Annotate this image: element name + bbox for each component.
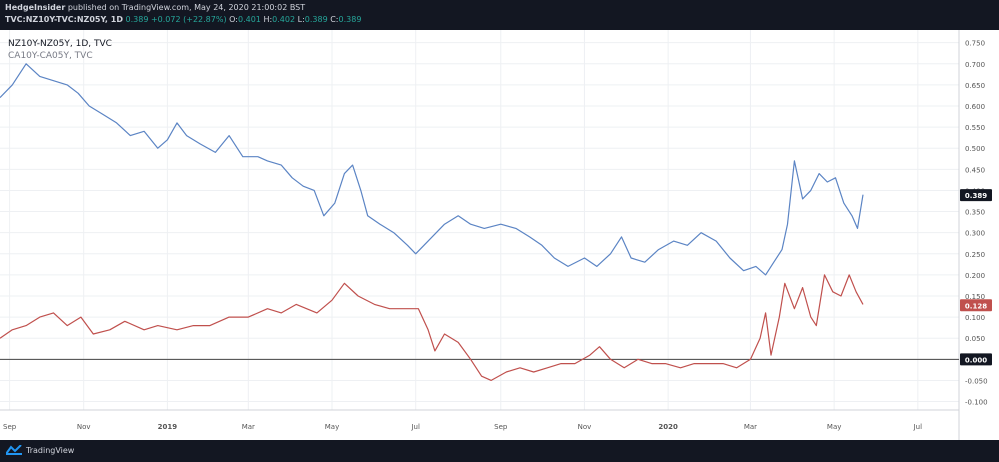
x-tick-label: Nov [77, 423, 91, 431]
price-labels: 0.389 0.128 0.000 [960, 189, 992, 366]
x-tick-label: May [325, 423, 339, 431]
x-tick-label: 2019 [158, 423, 178, 431]
price-label-text: 0.128 [965, 302, 987, 310]
change-value: +0.072 (+22.87%) [150, 15, 227, 24]
chart-background [0, 30, 999, 440]
tradingview-brand[interactable]: TradingView [6, 445, 74, 455]
series-layer [0, 63, 864, 381]
open-label: O: [229, 15, 238, 24]
y-tick-label: 0.100 [965, 314, 985, 322]
published-text: published on TradingView.com, May 24, 20… [67, 3, 306, 12]
grid-lines [0, 30, 959, 410]
y-tick-label: 0.450 [965, 166, 985, 174]
x-tick-label: Mar [242, 423, 255, 431]
open-value: 0.401 [237, 15, 261, 24]
series-line-1[interactable] [0, 63, 864, 276]
y-tick-label: 0.250 [965, 251, 985, 259]
brand-label: TradingView [26, 445, 75, 455]
y-tick-label: 0.150 [965, 293, 985, 301]
y-tick-label: 0.050 [965, 335, 985, 343]
close-value: 0.389 [338, 15, 362, 24]
price-label-box [960, 299, 992, 312]
y-tick-label: 0.600 [965, 103, 985, 111]
publisher-line: HedgeInsider published on TradingView.co… [5, 3, 305, 12]
chart-area[interactable]: 0.7500.7000.6500.6000.5500.5000.4500.400… [0, 30, 999, 440]
x-tick-label: Mar [744, 423, 757, 431]
legend-series-1[interactable]: NZ10Y-NZ05Y, 1D, TVC [8, 39, 112, 49]
author-name[interactable]: HedgeInsider [5, 3, 66, 12]
y-tick-label: 0.200 [965, 272, 985, 280]
low-label: L: [297, 15, 305, 24]
series-line-2[interactable] [0, 274, 864, 381]
x-tick-label: Sep [3, 423, 17, 431]
price-label-box [960, 353, 992, 366]
x-tick-label: 2020 [658, 423, 678, 431]
publish-header: HedgeInsider published on TradingView.co… [0, 0, 999, 30]
footer: TradingView [0, 440, 999, 462]
y-tick-label: 0.350 [965, 209, 985, 217]
low-value: 0.389 [304, 15, 328, 24]
high-value: 0.402 [272, 15, 296, 24]
y-tick-label: 0.750 [965, 40, 985, 48]
tradingview-logo-icon [6, 445, 22, 455]
price-label-text: 0.389 [965, 192, 987, 200]
price-label-text: 0.000 [965, 356, 987, 364]
symbol-label[interactable]: TVC:NZ10Y-TVC:NZ05Y, 1D [5, 15, 123, 24]
y-tick-label: -0.100 [965, 399, 988, 407]
x-tick-label: Jul [913, 423, 923, 431]
y-tick-label: 0.550 [965, 124, 985, 132]
ohlc-line: TVC:NZ10Y-TVC:NZ05Y, 1D 0.389 +0.072 (+2… [5, 15, 361, 24]
legend-series-2[interactable]: CA10Y-CA05Y, TVC [8, 51, 93, 61]
y-tick-label: 0.700 [965, 61, 985, 69]
time-axis[interactable]: Sep Nov 2019 Mar May Jul Sep Nov 2020 Mar May Jul [3, 423, 922, 431]
y-tick-label: -0.050 [965, 377, 988, 385]
y-tick-label: 0.500 [965, 145, 985, 153]
high-label: H: [263, 15, 273, 24]
y-tick-label: 0.650 [965, 82, 985, 90]
last-value: 0.389 [125, 15, 149, 24]
price-label-box [960, 189, 992, 202]
x-tick-label: Sep [494, 423, 508, 431]
x-tick-label: Jul [410, 423, 420, 431]
close-label: C: [330, 15, 339, 24]
x-tick-label: Nov [578, 423, 592, 431]
x-tick-label: May [827, 423, 841, 431]
y-tick-label: 0.300 [965, 230, 985, 238]
